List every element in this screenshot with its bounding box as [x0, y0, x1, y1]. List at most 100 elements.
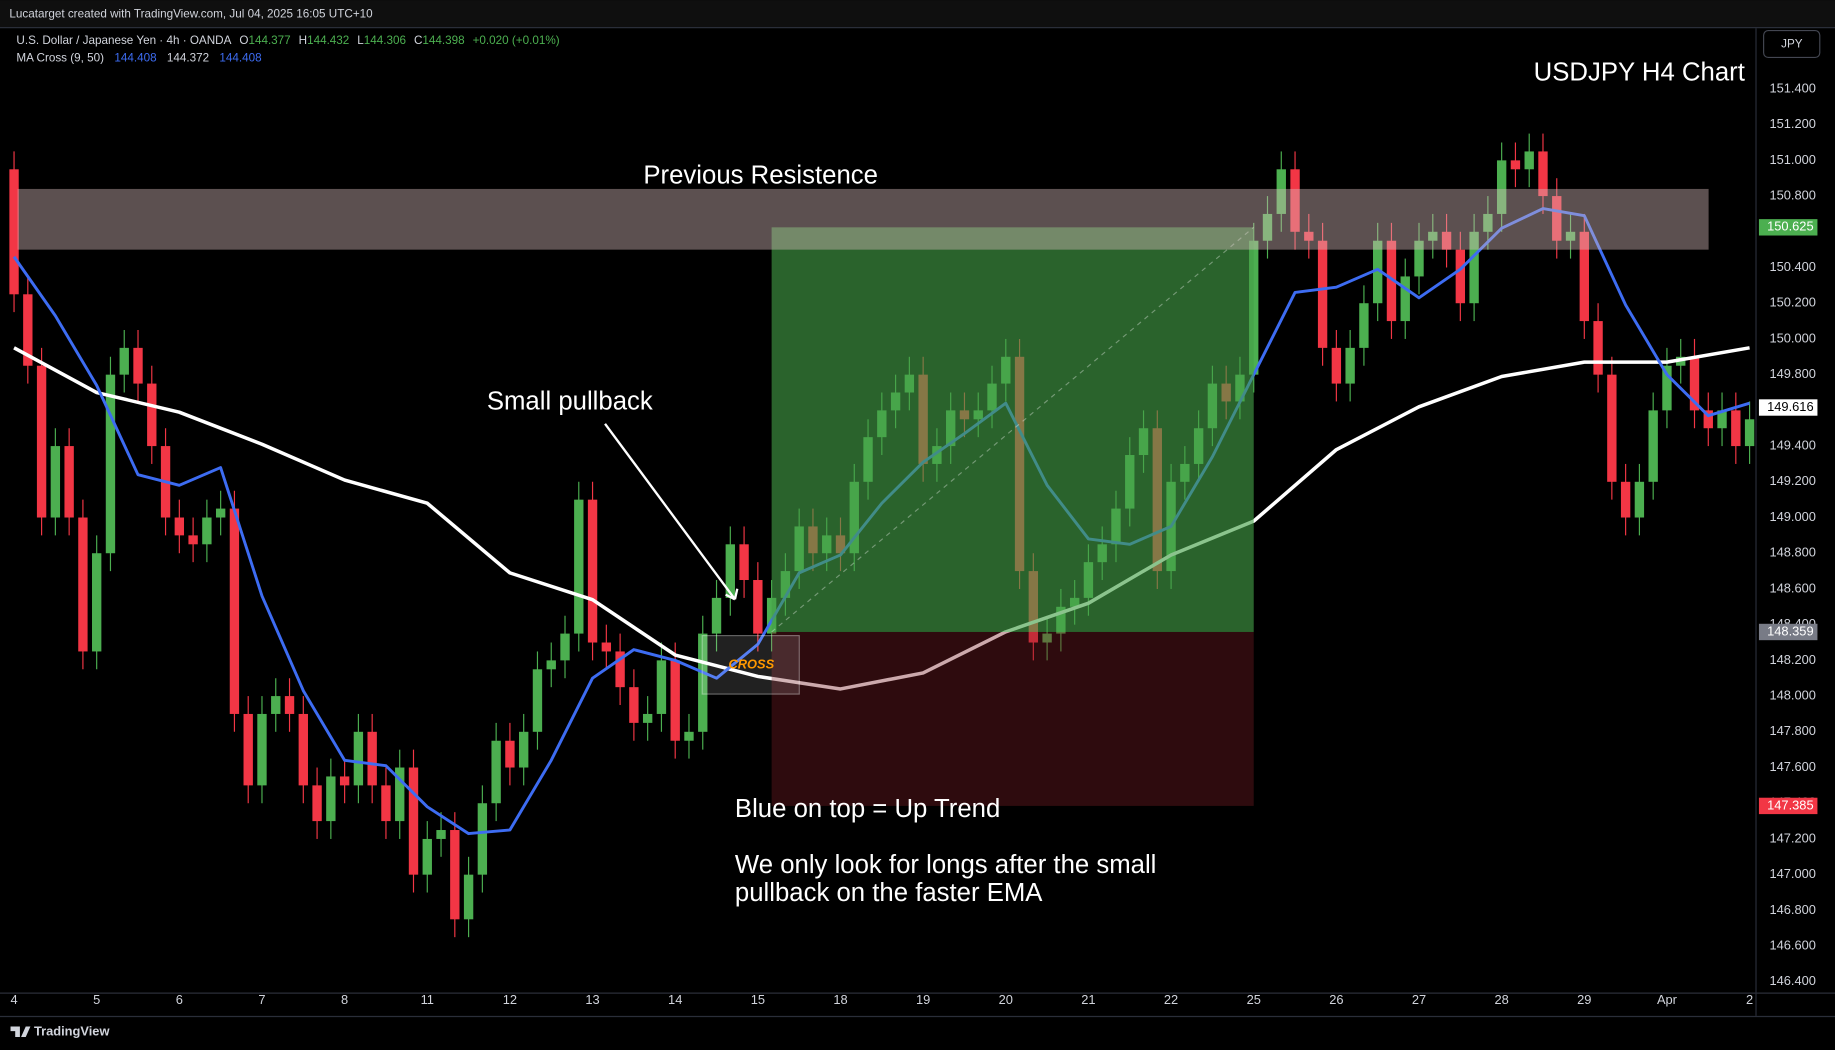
top-bar: [0, 0, 1835, 28]
x-tick-label: 5: [93, 992, 100, 1007]
candle-body: [133, 347, 143, 384]
candle-body: [491, 740, 501, 804]
price-badge-label: 148.359: [1767, 623, 1813, 638]
candle-body: [463, 874, 474, 920]
y-tick-label: 151.000: [1769, 152, 1815, 167]
currency: JPY: [1781, 38, 1803, 51]
ohlc-value: 144.432: [307, 34, 349, 47]
resistance-label: Previous Resistence: [643, 162, 878, 190]
candle-body: [532, 669, 543, 732]
x-tick-label: 26: [1329, 992, 1343, 1007]
y-tick-label: 148.200: [1769, 652, 1815, 667]
candle-body: [105, 374, 116, 554]
candle-body: [725, 544, 735, 598]
candle-body: [560, 633, 570, 661]
x-tick-label: 18: [833, 992, 847, 1007]
candle-body: [381, 785, 391, 822]
candle-body: [1510, 160, 1521, 170]
candle-body: [601, 642, 612, 652]
candle-body: [642, 713, 653, 723]
y-tick-label: 148.600: [1769, 580, 1815, 595]
x-tick-label: 4: [10, 992, 17, 1007]
candle-body: [1262, 213, 1273, 241]
candle-body: [367, 731, 377, 786]
candle-body: [202, 517, 212, 545]
candle-body: [1717, 410, 1727, 429]
candle-body: [1579, 231, 1589, 322]
candle-body: [656, 660, 667, 714]
candle-body: [422, 838, 432, 875]
y-tick-label: 147.600: [1769, 759, 1815, 774]
price-badge: [1758, 219, 1818, 236]
candle-body: [450, 830, 460, 920]
x-tick-label: 27: [1412, 992, 1426, 1007]
candle-body: [1593, 321, 1603, 375]
candle-body: [78, 517, 88, 652]
ohlc-key: L: [357, 34, 364, 47]
candle-body: [739, 544, 749, 581]
price-badge: [1758, 797, 1818, 815]
change: +0.020 (+0.01%): [473, 34, 560, 47]
y-tick-label: 148.000: [1769, 687, 1815, 702]
x-tick-label: 20: [999, 992, 1013, 1007]
x-tick-label: 28: [1495, 992, 1509, 1007]
ohlc-key: C: [414, 34, 422, 47]
candle-body: [684, 731, 694, 741]
ohlc-key: O: [239, 34, 248, 47]
x-tick-label: 14: [668, 992, 682, 1007]
brand[interactable]: TradingView: [34, 1024, 111, 1039]
candle-body: [1744, 419, 1755, 447]
candle-body: [1496, 160, 1507, 214]
x-tick-label: Apr: [1657, 992, 1678, 1007]
pullback-label: Small pullback: [487, 388, 653, 416]
price-badge: [1758, 399, 1818, 416]
currency-button[interactable]: [1763, 29, 1821, 59]
indicator-value: 144.408: [114, 52, 156, 65]
y-tick-label: 147.200: [1769, 830, 1815, 845]
ma-line: [13, 346, 1750, 691]
x-tick-label: 29: [1577, 992, 1591, 1007]
candle-body: [50, 446, 61, 518]
trend-note: Blue on top = Up Trend: [735, 795, 1000, 823]
candle-body: [312, 785, 322, 822]
candle-body: [711, 597, 722, 634]
candle-body: [1400, 276, 1410, 322]
candle-body: [1290, 169, 1300, 232]
y-tick-label: 147.000: [1769, 866, 1815, 881]
loss-zone: [771, 631, 1254, 806]
candle-body: [1552, 196, 1562, 241]
candle-body: [1359, 303, 1369, 348]
candle-body: [436, 830, 446, 839]
price-badge-label: 150.625: [1767, 219, 1813, 234]
strategy-note: pullback on the faster EMA: [735, 879, 1043, 907]
x-tick-label: 12: [503, 992, 517, 1007]
candle-body: [215, 508, 226, 518]
candle-body: [1276, 169, 1286, 214]
y-tick-label: 148.800: [1769, 545, 1815, 560]
candle-body: [1414, 240, 1424, 277]
y-tick-label: 149.200: [1769, 473, 1815, 488]
x-tick-label: 2: [1746, 992, 1753, 1007]
y-tick-label: 147.800: [1769, 723, 1815, 738]
candle-body: [119, 347, 129, 375]
candle-body: [1386, 240, 1397, 322]
candle-body: [243, 713, 253, 786]
ohlc-key: H: [299, 34, 307, 47]
indicator-value: 144.372: [167, 52, 209, 65]
candle-body: [147, 383, 157, 447]
x-tick-label: 8: [341, 992, 348, 1007]
indicator: MA Cross (9, 50): [16, 52, 104, 65]
candle-body: [1565, 231, 1576, 241]
candle-body: [1689, 356, 1700, 411]
y-tick-label: 146.600: [1769, 938, 1815, 953]
candle-body: [753, 580, 763, 634]
pullback-arrow: [604, 423, 739, 601]
ohlc-value: 144.306: [364, 34, 406, 47]
cross-box: [701, 635, 800, 695]
candle-body: [1648, 410, 1658, 482]
credit: Lucatarget created with TradingView.com,…: [9, 7, 373, 20]
candle-body: [574, 499, 584, 634]
y-tick-label: 150.800: [1769, 187, 1815, 202]
candle-body: [257, 713, 267, 786]
y-tick-label: 150.000: [1769, 330, 1815, 345]
